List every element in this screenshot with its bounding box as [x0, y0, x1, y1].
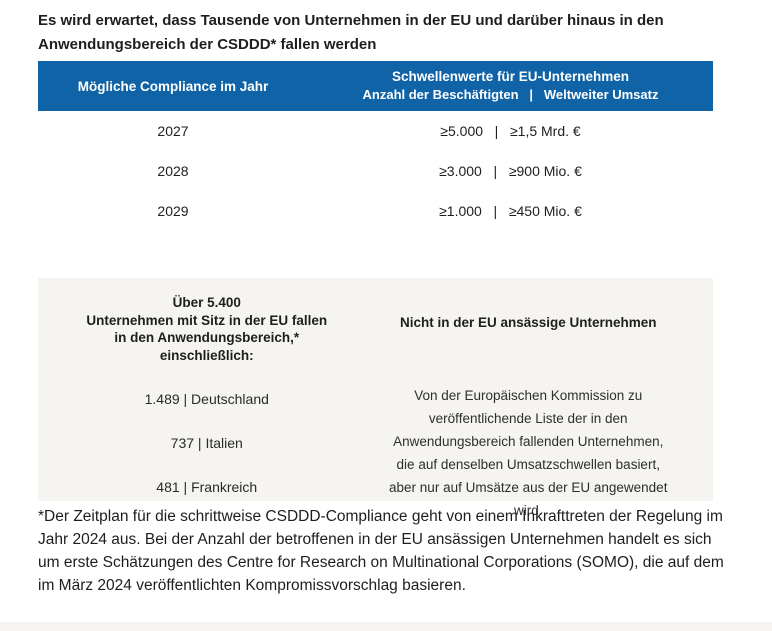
year-cell: 2027 [157, 123, 189, 139]
compliance-table-header: Mögliche Compliance im Jahr Schwellenwer… [38, 61, 713, 111]
bottom-section-divider [0, 622, 772, 631]
table-row: 2028 ≥3.000 | ≥900 Mio. € [38, 151, 713, 191]
year-cell: 2028 [157, 163, 189, 179]
page-title: Es wird erwartet, dass Tausende von Unte… [38, 12, 664, 53]
thresholds-cell: ≥3.000 | ≥900 Mio. € [439, 163, 582, 179]
thresholds-cell: ≥5.000 | ≥1,5 Mrd. € [440, 123, 581, 139]
non-eu-heading: Nicht in der EU ansässige Unternehmen [399, 315, 657, 330]
table-row: 2029 ≥1.000 | ≥450 Mio. € [38, 191, 713, 231]
header-thresholds-column: Schwellenwerte für EU-Unternehmen Anzahl… [308, 68, 713, 104]
thresholds-cell: ≥1.000 | ≥450 Mio. € [439, 203, 582, 219]
footnote: *Der Zeitplan für die schrittweise CSDDD… [38, 508, 724, 594]
thresholds-title: Schwellenwerte für EU-Unternehmen [391, 69, 630, 84]
company-stat: 737 | Italien [170, 435, 243, 451]
eu-companies-heading: Über 5.400 Unternehmen mit Sitz in der E… [86, 295, 328, 363]
non-eu-body: Von der Europäischen Kommission zu veröf… [389, 388, 668, 518]
scope-panel: Über 5.400 Unternehmen mit Sitz in der E… [38, 278, 714, 518]
year-cell: 2029 [157, 203, 189, 219]
compliance-table: Mögliche Compliance im Jahr Schwellenwer… [38, 61, 713, 231]
table-row: 2027 ≥5.000 | ≥1,5 Mrd. € [38, 111, 713, 151]
header-year-column: Mögliche Compliance im Jahr [77, 78, 269, 94]
non-eu-companies-column: Nicht in der EU ansässige Unternehmen Vo… [376, 278, 714, 518]
company-stat: 1.489 | Deutschland [144, 391, 269, 407]
thresholds-subtitle: Anzahl der Beschäftigten | Weltweiter Um… [362, 87, 659, 102]
eu-companies-column: Über 5.400 Unternehmen mit Sitz in der E… [38, 278, 376, 501]
compliance-table-body: 2027 ≥5.000 | ≥1,5 Mrd. € 2028 ≥3.000 | … [38, 111, 713, 231]
company-stat: 481 | Frankreich [156, 479, 258, 495]
